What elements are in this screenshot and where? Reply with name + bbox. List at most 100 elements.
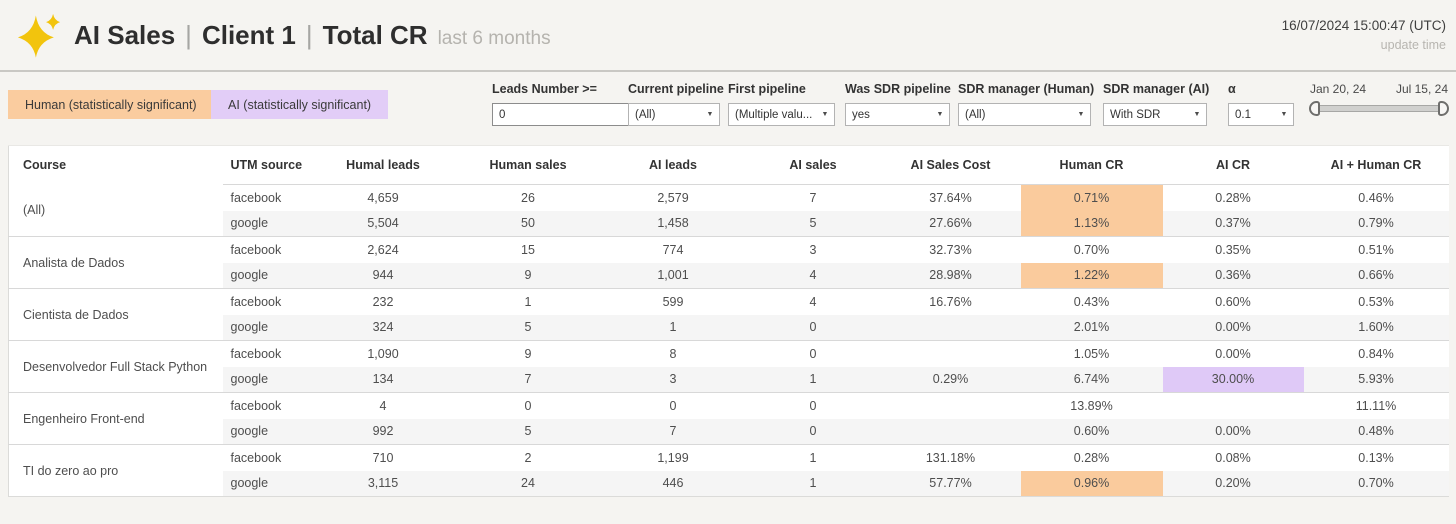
col-course[interactable]: Course [8, 145, 223, 185]
dropdown-value: (Multiple valu... [735, 108, 813, 121]
col-utm-source[interactable]: UTM source [222, 145, 311, 185]
cell-ai-sales: 7 [809, 190, 817, 205]
table-row: google 5,504 50 1,458 5 27.66% 1.13% 0.3… [9, 210, 1449, 237]
filter-current-pipeline: Current pipeline (All) ▼ [628, 82, 724, 126]
utm-cell: google [222, 470, 311, 497]
cell-ai-sales: 1 [745, 470, 881, 497]
chevron-down-icon: ▼ [1193, 111, 1201, 118]
col-human-cr[interactable]: Human CR [1020, 145, 1163, 185]
cell-human-cr: 6.74% [1020, 366, 1163, 393]
dropdown-value: (All) [635, 108, 656, 121]
filter-sdr-manager-ai: SDR manager (AI) With SDR ▼ [1103, 82, 1210, 126]
sdr-manager-human-dropdown[interactable]: (All) ▼ [958, 103, 1091, 126]
dropdown-value: With SDR [1110, 108, 1161, 121]
course-cell: TI do zero ao pro [8, 444, 223, 497]
cell-ai-sales-cost: 131.18% [880, 444, 1021, 471]
cell-ai-leads: 774 [600, 236, 746, 263]
col-ai-leads[interactable]: AI leads [600, 145, 746, 185]
cell-ai-sales-cost [880, 418, 1021, 445]
filter-label: SDR manager (AI) [1103, 82, 1210, 96]
cell-human-leads: 1,090 [310, 340, 456, 367]
current-pipeline-dropdown[interactable]: (All) ▼ [628, 103, 720, 126]
cell-ai-leads: 0 [600, 392, 746, 419]
filter-label: Leads Number >= [492, 82, 597, 96]
filter-leads-number: Leads Number >= [492, 82, 654, 126]
cell-human-cr: 13.89% [1020, 392, 1163, 419]
cell-human-leads: 3,115 [310, 470, 456, 497]
legend-chip-ai[interactable]: AI (statistically significant) [211, 90, 389, 119]
cell-ai-sales: 1 [745, 366, 881, 393]
cell-ai-sales-cost: 27.66% [880, 210, 1021, 237]
cell-human-sales: 26 [521, 190, 535, 205]
cell-ai-sales-cost: 28.98% [880, 262, 1021, 289]
dropdown-value: (All) [965, 108, 986, 121]
table-row: (All) facebook 4,659 26 2,579 7 37.64% 0… [8, 184, 1449, 237]
leads-number-input[interactable] [492, 103, 654, 126]
cell-ai-sales-cost: 16.76% [880, 288, 1021, 315]
cell-total-cr: 0.66% [1303, 262, 1449, 289]
cell-ai-leads: 7 [600, 418, 746, 445]
title-separator: | [185, 19, 192, 50]
table-row: Desenvolvedor Full Stack Python facebook… [8, 340, 1449, 393]
title-subtitle: last 6 months [437, 27, 551, 49]
sdr-manager-ai-dropdown[interactable]: With SDR ▼ [1103, 103, 1207, 126]
col-ai-human-cr[interactable]: AI + Human CR [1303, 145, 1449, 185]
slider-track[interactable] [1309, 101, 1449, 116]
filter-sdr-manager-human: SDR manager (Human) (All) ▼ [958, 82, 1094, 126]
utm-cell: google [222, 418, 311, 445]
cell-ai-sales: 4 [745, 288, 881, 315]
cell-human-cr: 0.71% [1020, 184, 1163, 211]
cell-ai-sales: 1 [745, 444, 881, 471]
table-row: google 992 5 7 0 0.60% 0.00% 0.48% [9, 418, 1449, 445]
cell-ai-sales: 4 [745, 262, 881, 289]
cell-human-leads: 5,504 [310, 210, 456, 237]
cell-ai-sales: 0 [745, 340, 881, 367]
col-human-sales[interactable]: Human sales [455, 145, 601, 185]
dropdown-value: 0.1 [1235, 108, 1251, 121]
legend-chip-human[interactable]: Human (statistically significant) [8, 90, 214, 119]
cell-human-cr: 0.96% [1020, 470, 1163, 497]
cell-human-cr: 0.28% [1020, 444, 1163, 471]
cell-ai-cr: 0.08% [1162, 444, 1304, 471]
cell-human-leads: 2,624 [310, 236, 456, 263]
cell-human-leads: 710 [310, 444, 456, 471]
title-part-metric: Total CR [322, 19, 428, 50]
col-humal-leads[interactable]: Humal leads [310, 145, 456, 185]
table-row: TI do zero ao pro facebook 710 2 1,199 1… [8, 444, 1449, 497]
cell-ai-leads: 1 [600, 314, 746, 341]
col-ai-cr[interactable]: AI CR [1162, 145, 1304, 185]
utm-cell: facebook [222, 288, 311, 315]
cell-total-cr: 11.11% [1303, 392, 1449, 419]
cell-total-cr: 0.84% [1303, 340, 1449, 367]
col-ai-sales-cost[interactable]: AI Sales Cost [880, 145, 1021, 185]
alpha-dropdown[interactable]: 0.1 ▼ [1228, 103, 1294, 126]
chevron-down-icon: ▼ [1077, 111, 1085, 118]
utm-cell: facebook [222, 236, 311, 263]
update-timestamp: 16/07/2024 15:00:47 (UTC) update time [1282, 16, 1446, 54]
cell-ai-cr: 0.00% [1162, 340, 1304, 367]
slider-handle-left[interactable] [1309, 101, 1320, 116]
cell-human-sales: 5 [455, 418, 601, 445]
cell-human-leads: 992 [310, 418, 456, 445]
cell-human-sales: 5 [455, 314, 601, 341]
timestamp-caption: update time [1380, 37, 1446, 52]
utm-cell: google [222, 210, 311, 237]
course-cell: Analista de Dados [8, 236, 223, 289]
was-sdr-pipeline-dropdown[interactable]: yes ▼ [845, 103, 950, 126]
cell-ai-sales: 0 [745, 418, 881, 445]
cell-human-cr: 2.01% [1020, 314, 1163, 341]
cell-ai-leads: 8 [600, 340, 746, 367]
cell-ai-sales: 0 [745, 392, 881, 419]
slider-handle-right[interactable] [1438, 101, 1449, 116]
cell-ai-leads: 1,458 [600, 210, 746, 237]
chevron-down-icon: ▼ [936, 111, 944, 118]
cell-ai-leads: 446 [600, 470, 746, 497]
timestamp-value: 16/07/2024 15:00:47 (UTC) [1281, 18, 1446, 34]
col-ai-sales[interactable]: AI sales [745, 145, 881, 185]
cell-human-cr: 0.60% [1020, 418, 1163, 445]
slider-start-date: Jan 20, 24 [1310, 82, 1367, 96]
title-part-app: AI Sales [74, 19, 176, 50]
table-row: google 3,115 24 446 1 57.77% 0.96% 0.20%… [9, 470, 1449, 497]
utm-cell: google [222, 366, 311, 393]
first-pipeline-dropdown[interactable]: (Multiple valu... ▼ [728, 103, 835, 126]
